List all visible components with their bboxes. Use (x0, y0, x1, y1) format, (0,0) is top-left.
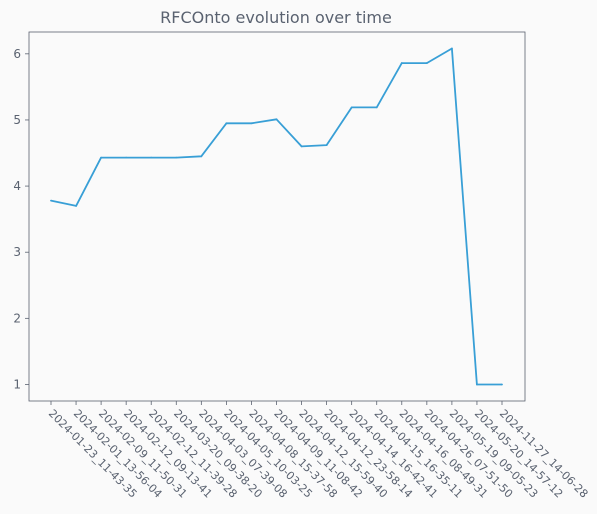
plot-area-frame (28, 31, 526, 402)
y-tick-label: 2 (13, 311, 21, 325)
y-tick-label: 4 (13, 179, 21, 193)
data-point (50, 199, 52, 202)
y-tick-label: 5 (13, 113, 21, 127)
data-point (275, 118, 278, 121)
data-point (300, 145, 303, 148)
x-axis: 2024-01-23_11-43-352024-02-01_13-56-0420… (46, 401, 590, 501)
data-point (250, 122, 253, 125)
data-point (350, 106, 353, 109)
chart-title: RFCOnto evolution over time (160, 8, 392, 27)
y-tick-label: 1 (13, 377, 21, 391)
data-point (400, 62, 403, 64)
data-point (175, 156, 178, 159)
data-point (75, 205, 77, 207)
y-tick-label: 6 (13, 47, 21, 61)
data-point (476, 383, 478, 386)
y-tick-label: 3 (13, 245, 21, 259)
y-axis: 1 2 3 4 5 6 (13, 47, 29, 391)
data-point (200, 155, 203, 158)
data-point (325, 144, 328, 146)
data-point (150, 156, 153, 159)
data-point (125, 156, 128, 159)
series-line (50, 47, 502, 386)
data-point (425, 62, 428, 64)
data-point (225, 122, 228, 125)
data-point (375, 106, 378, 109)
series-group (50, 47, 503, 386)
data-point (501, 383, 503, 386)
data-point (450, 47, 453, 50)
data-point (100, 156, 103, 159)
